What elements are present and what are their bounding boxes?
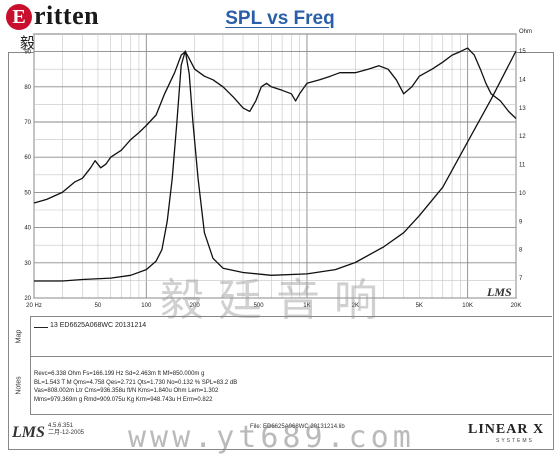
y-left-tick-label: 20 (24, 296, 31, 302)
y-left-tick-label: 80 (24, 85, 31, 91)
map-label: Map (15, 329, 23, 343)
legend-line-swatch (34, 327, 48, 328)
legend-entry: 13 ED6625A068WC 20131214 (50, 322, 147, 329)
notes-side-label: Notes (8, 356, 31, 414)
logo-e-badge: E (6, 4, 32, 30)
linearx-subtitle: SYSTEMS (496, 438, 534, 444)
y-right-tick-label: 10 (519, 191, 526, 197)
x-tick-label: 200 (190, 303, 201, 309)
y-left-tick-label: 70 (24, 120, 31, 126)
x-tick-label: 20K (511, 303, 522, 309)
y-right-tick-label: 8 (519, 248, 523, 254)
impedance-series-line (34, 50, 517, 282)
x-tick-label: 50 (95, 303, 102, 309)
footer-panel (30, 414, 552, 449)
x-tick-label: 500 (254, 303, 265, 309)
x-tick-label: 100 (141, 303, 152, 309)
notes-line: Vas=808.002m Ltr Cms=936.358u ft/N Kms=1… (34, 388, 219, 395)
y-right-tick-label: 12 (519, 134, 526, 140)
notes-line: Revc=6.338 Ohm Fs=166.199 Hz Sd=2.463m f… (34, 371, 205, 377)
map-side-label: Map (8, 316, 31, 356)
version-text: 4.5.6.351 (48, 423, 74, 429)
y-right-tick-label: 15 (519, 49, 526, 55)
spl-series-line (33, 47, 517, 204)
y-left-tick-label: 90 (24, 50, 31, 56)
footer-lms-logo: LMS (12, 424, 45, 441)
url-watermark: www.yt689.com (128, 420, 415, 455)
linearx-logo: LINEAR X (468, 422, 545, 437)
notes-label: Notes (15, 375, 23, 395)
map-panel (30, 316, 552, 357)
y-left-tick-label: 40 (24, 226, 31, 232)
y-right-tick-label: 13 (519, 106, 526, 112)
x-tick-label: 5K (416, 303, 423, 309)
footer-version: 4.5.6.351 二月-12-2005 (48, 423, 84, 437)
y-right-tick-label: 11 (519, 163, 526, 169)
brand-name: ritten (34, 1, 100, 30)
y-right-tick-label: 14 (519, 77, 526, 83)
x-tick-label: 1K (303, 303, 310, 309)
x-tick-label: 20 Hz (26, 303, 42, 309)
y-right-tick-label: 9 (519, 219, 523, 225)
chart-title: SPL vs Freq (225, 8, 335, 29)
notes-line: Mms=979.369m g Rmd=909.075u Kg Krm=948.7… (34, 397, 213, 404)
y-left-tick-label: 50 (24, 190, 31, 196)
driver-parameters: Revc=6.338 Ohm Fs=166.199 Hz Sd=2.463m f… (34, 370, 237, 405)
footer-file: File: ED6625A068WC 20131214.lib (250, 424, 345, 430)
x-tick-label: 2K (352, 303, 359, 309)
x-tick-label: 10K (462, 303, 473, 309)
date-text: 二月-12-2005 (48, 430, 85, 436)
chinese-watermark: 毅廷音响 (160, 275, 392, 326)
y-left-tick-label: 30 (24, 261, 31, 267)
y-right-unit-label: Ohm (519, 29, 532, 35)
y-right-tick-label: 7 (519, 276, 523, 282)
plot-area (33, 33, 517, 299)
plot-lms-mark: LMS (487, 285, 512, 299)
notes-panel (30, 356, 552, 415)
notes-line: BL=1.543 T M Qms=4.758 Qes=2.721 Qts=1.7… (34, 379, 238, 386)
y-left-tick-label: 60 (24, 155, 31, 161)
